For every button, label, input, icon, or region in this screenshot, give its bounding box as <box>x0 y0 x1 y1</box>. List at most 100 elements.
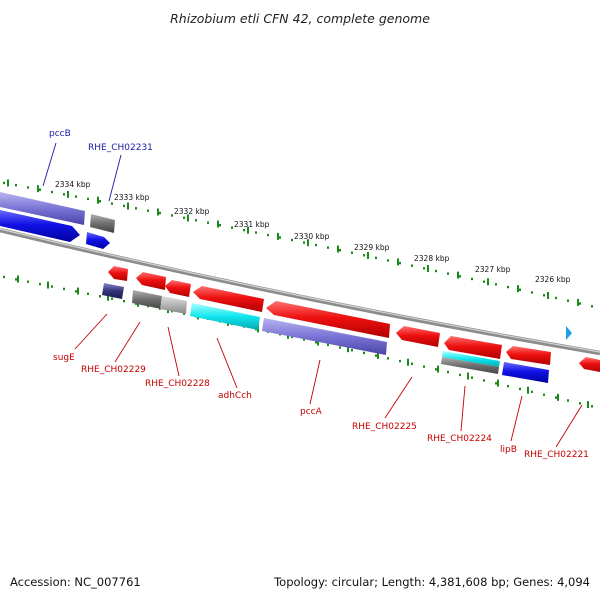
scale-dot <box>519 387 521 391</box>
scale-tick <box>527 386 529 394</box>
gene-RHE_CH02228[interactable] <box>160 296 187 314</box>
gene-red-edge[interactable] <box>579 357 600 372</box>
scale-tick <box>577 298 579 306</box>
scale-dot <box>339 346 341 349</box>
scale-tick <box>467 372 469 380</box>
callout-line <box>114 321 141 363</box>
scale-dot <box>411 362 413 366</box>
scale-dot <box>27 186 29 189</box>
scale-dot <box>99 295 101 298</box>
scale-dot <box>147 209 149 212</box>
accession-text: Accession: NC_007761 <box>10 575 141 589</box>
scale-dot <box>63 193 65 196</box>
scale-label: 2333 kbp <box>114 193 150 202</box>
scale-label: 2326 kbp <box>535 275 571 284</box>
scale-dot <box>75 195 77 198</box>
callout-line <box>108 154 122 202</box>
callout-lines <box>42 142 583 448</box>
gene-lipB[interactable] <box>502 362 549 383</box>
scale-tick <box>127 202 129 210</box>
scale-dot <box>591 305 593 308</box>
scale-tick <box>47 281 49 289</box>
gene-pccA[interactable] <box>262 318 387 355</box>
gene-red[interactable] <box>136 272 166 290</box>
gene-RHE_CH02231-gray[interactable] <box>90 214 115 233</box>
gene-label-pccB: pccB <box>49 129 71 139</box>
scale-dot <box>3 181 5 185</box>
scale-dot <box>555 396 557 399</box>
gene-sugE[interactable] <box>102 283 124 299</box>
scale-dot <box>171 214 173 217</box>
scale-dot <box>327 246 329 249</box>
scale-dot <box>567 299 569 302</box>
gene-red[interactable] <box>108 266 128 281</box>
scale-label: 2330 kbp <box>294 232 330 241</box>
scale-dot <box>483 280 485 283</box>
gene-red[interactable] <box>165 280 191 297</box>
scale-tick <box>557 393 559 401</box>
scale-tick <box>347 345 349 353</box>
scale-dot <box>447 272 449 275</box>
scale-tick <box>97 196 99 204</box>
scale-label: 2332 kbp <box>174 207 210 216</box>
gene-label-RHE_CH02224: RHE_CH02224 <box>427 434 492 444</box>
callout-line <box>42 142 57 187</box>
gene-RHE_CH02224-gray[interactable] <box>441 357 499 374</box>
callout-line <box>510 395 523 442</box>
scale-dot <box>351 251 353 254</box>
gene-label-RHE_CH02229: RHE_CH02229 <box>81 365 146 375</box>
scale-tick <box>367 251 369 259</box>
gene-red[interactable] <box>506 346 551 365</box>
scale-tick <box>427 265 429 273</box>
scale-dot <box>303 241 305 244</box>
scale-dot <box>387 259 389 262</box>
scale-dot <box>39 188 41 191</box>
scale-tick <box>517 285 519 293</box>
scale-tick <box>187 214 189 222</box>
scale-dot <box>507 384 509 388</box>
scale-tick <box>407 358 409 366</box>
scale-dot <box>387 357 389 360</box>
scale-tick <box>377 351 379 359</box>
scale-dot <box>531 390 533 394</box>
scale-dot <box>51 190 53 194</box>
scale-dot <box>315 243 317 247</box>
gene-RHE_CH02231-blue[interactable] <box>86 232 110 249</box>
map-title: Rhizobium etli CFN 42, complete genome <box>170 11 430 26</box>
gene-red-large[interactable] <box>193 286 264 312</box>
scale-dot <box>99 200 101 203</box>
scale-dot <box>351 349 353 352</box>
scale-tick <box>17 275 19 283</box>
gene-adhCch[interactable] <box>190 303 260 330</box>
scale-track-top <box>3 179 593 308</box>
gene-red[interactable] <box>396 326 440 347</box>
gene-red[interactable] <box>444 336 502 359</box>
gene-label-lipB: lipB <box>500 445 517 455</box>
scale-dot <box>579 402 581 405</box>
scale-dot <box>315 341 317 344</box>
scale-dot <box>183 216 185 220</box>
scale-dot <box>471 277 473 281</box>
scale-tick <box>587 401 589 409</box>
scale-tick <box>37 185 39 193</box>
gene-RHE_CH02229[interactable] <box>132 290 162 309</box>
callout-line <box>460 385 466 432</box>
scale-tick <box>317 338 319 346</box>
scale-dot <box>291 335 293 339</box>
scale-dot <box>15 278 17 281</box>
gene-pccB-blue[interactable] <box>0 210 80 242</box>
genome-backbone <box>0 227 600 356</box>
scale-dot <box>183 312 185 315</box>
gene-red-large[interactable] <box>266 301 390 338</box>
scale-dot <box>243 228 245 232</box>
scale-dot <box>459 373 461 377</box>
scale-dot <box>111 202 113 205</box>
gene-pccB-violet[interactable] <box>0 192 85 225</box>
scale-dot <box>543 393 545 396</box>
scale-tick <box>457 271 459 279</box>
scale-dot <box>555 296 557 300</box>
scale-dot <box>579 302 581 305</box>
scale-label: 2328 kbp <box>414 254 450 263</box>
scale-label: 2327 kbp <box>475 265 511 274</box>
gene-RHE_CH02224-cyan[interactable] <box>442 351 500 367</box>
